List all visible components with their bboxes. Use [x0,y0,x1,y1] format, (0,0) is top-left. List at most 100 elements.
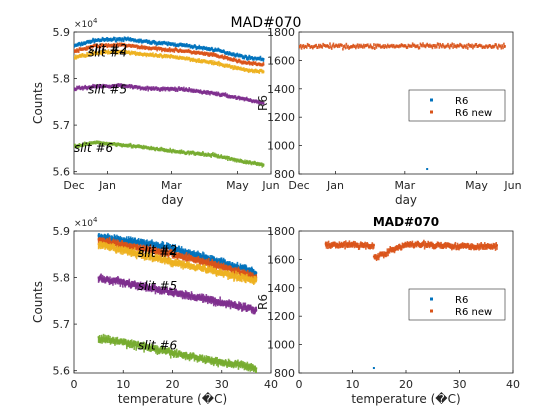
data-point [102,234,104,240]
data-point [373,43,375,47]
data-point [345,42,348,46]
data-point [409,44,411,48]
data-point [187,292,189,298]
data-point [162,250,165,256]
x-tick-label: 0 [296,378,303,391]
data-point [126,250,129,256]
data-point [306,42,309,46]
data-point [302,44,305,48]
data-point [238,301,240,307]
data-point [485,44,488,48]
data-point [135,251,137,257]
data-point [383,46,386,50]
data-point [134,340,137,346]
data-point [350,45,353,49]
data-point [455,45,458,49]
data-point [342,47,344,51]
data-point [344,244,346,250]
data-point [246,361,249,367]
data-point [206,268,209,274]
legend-swatch [430,297,433,301]
data-point [352,43,355,47]
data-point [369,43,372,47]
data-point [108,240,110,246]
data-point [323,43,325,47]
data-point [215,265,218,271]
data-point [442,44,445,48]
data-point [466,43,468,47]
x-tick-label: 40 [264,378,278,391]
data-point [245,265,248,271]
data-point [131,240,134,246]
data-point [494,243,496,249]
data-point [162,241,165,247]
data-point [112,280,114,286]
data-point [327,44,330,48]
data-point [81,85,84,89]
data-point [225,303,227,309]
data-point [342,45,345,49]
legend-swatch [430,309,433,313]
data-point [390,44,392,48]
data-point [151,254,153,260]
data-point [226,55,229,59]
series-s4 [74,49,265,74]
data-point [125,340,128,346]
data-point [91,50,94,54]
data-point [164,86,166,90]
data-point [103,337,106,343]
data-point [201,354,204,360]
data-point [187,256,190,262]
data-point [396,44,398,48]
data-point [154,250,157,256]
data-point [300,46,303,50]
data-point [130,342,133,348]
data-point [163,247,165,253]
data-point [482,45,485,49]
data-point [208,90,211,94]
data-point [144,282,147,288]
data-point [367,43,369,47]
data-point [125,236,128,242]
data-point [143,347,145,353]
data-point [134,237,136,243]
data-point [391,43,393,47]
data-point [240,276,242,282]
data-point [400,43,403,47]
data-point [229,261,231,267]
data-point [187,150,190,154]
data-point [454,241,457,247]
data-point [121,37,124,41]
data-point [98,334,101,340]
data-point [309,45,311,49]
data-point [171,243,174,249]
data-point [370,45,373,49]
data-point [143,45,146,49]
data-point [130,143,132,147]
data-point [238,58,241,62]
data-point [347,44,349,48]
data-point [248,267,251,273]
x-tick-label: 20 [399,378,413,391]
data-point [169,287,172,293]
x-axis-label: day [395,193,417,207]
data-point [503,44,506,48]
data-point [417,46,420,50]
slit-annotation: slit #6 [138,339,177,353]
data-point [99,141,102,145]
data-point [174,86,176,90]
data-point [119,281,122,287]
data-point [116,234,118,240]
data-point [210,299,213,305]
data-point [102,337,104,343]
data-point [179,260,182,266]
data-point [151,239,153,245]
data-point [441,45,443,49]
data-point [185,256,187,262]
data-point [151,53,154,57]
data-point [117,240,120,246]
data-point [184,352,186,358]
data-point [140,44,143,48]
data-point [140,38,142,42]
data-point [212,301,215,307]
